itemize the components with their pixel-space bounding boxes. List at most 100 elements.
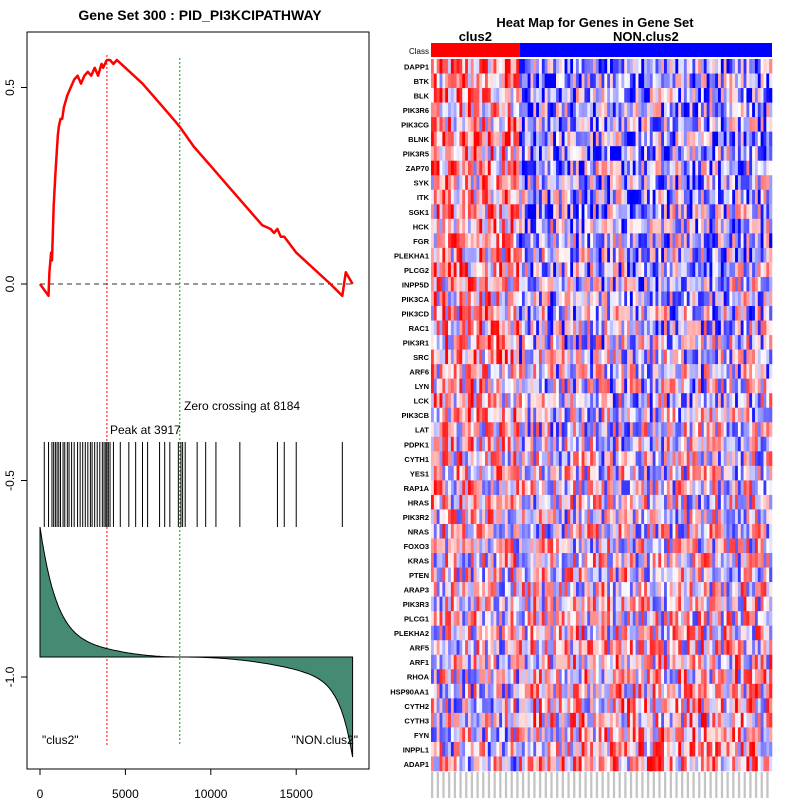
heatmap-cell	[490, 625, 494, 641]
heatmap-cell	[521, 233, 526, 249]
heatmap-cell	[644, 204, 648, 220]
heatmap-cell	[760, 233, 764, 249]
heatmap-cell	[556, 436, 560, 452]
heatmap-cell	[700, 364, 705, 379]
heatmap-cell	[635, 102, 639, 118]
heatmap-cell	[607, 306, 611, 321]
heatmap-cell	[564, 204, 568, 220]
heatmap-cell	[581, 218, 585, 234]
heatmap-cell	[726, 480, 730, 496]
heatmap-cell	[524, 611, 528, 626]
heatmap-cell	[766, 436, 770, 452]
heatmap-cell	[564, 596, 568, 612]
heatmap-cell	[769, 509, 773, 525]
heatmap-cell	[536, 73, 540, 89]
heatmap-cell	[769, 291, 773, 307]
heatmap-cell	[678, 88, 682, 103]
heatmap-cell	[763, 218, 767, 234]
heatmap-cell	[615, 436, 619, 452]
heatmap-cell	[550, 262, 554, 278]
heatmap-cell	[664, 436, 668, 452]
heatmap-cell	[735, 436, 739, 452]
heatmap-cell	[652, 378, 656, 394]
heatmap-cell	[754, 102, 759, 118]
heatmap-cell	[698, 611, 702, 626]
heatmap-cell	[584, 364, 588, 379]
heatmap-cell	[737, 175, 742, 191]
heatmap-cell	[439, 335, 443, 350]
heatmap-cell	[439, 436, 443, 452]
heatmap-cell	[766, 451, 770, 467]
heatmap-cell	[666, 247, 670, 263]
heatmap-cell	[666, 582, 670, 597]
heatmap-cell	[573, 393, 577, 409]
heatmap-row	[431, 131, 773, 147]
heatmap-cell	[632, 291, 636, 307]
heatmap-cell	[624, 494, 628, 510]
heatmap-cell	[669, 276, 673, 292]
heatmap-cell	[467, 160, 472, 176]
heatmap-cell	[604, 247, 608, 263]
heatmap-cell	[715, 291, 719, 307]
heatmap-cell	[544, 553, 548, 568]
heatmap-cell	[595, 175, 599, 191]
heatmap-cell	[510, 160, 514, 176]
heatmap-cell	[723, 582, 727, 597]
heatmap-cell	[567, 218, 571, 234]
heatmap-cell	[493, 276, 497, 292]
gene-label: YES1	[410, 469, 429, 478]
heatmap-cell	[715, 596, 719, 612]
heatmap-cell	[530, 596, 534, 612]
heatmap-cell	[536, 146, 540, 162]
heatmap-cell	[635, 582, 639, 597]
heatmap-cell	[607, 407, 611, 423]
heatmap-cell	[601, 233, 605, 249]
heatmap-cell	[664, 247, 668, 263]
heatmap-cell	[675, 625, 679, 641]
heatmap-cell	[683, 117, 688, 132]
heatmap-cell	[450, 407, 455, 423]
heatmap-cell	[632, 233, 636, 249]
y-tick-label: -1.0	[3, 666, 17, 687]
heatmap-cell	[635, 553, 639, 568]
heatmap-cell	[669, 625, 673, 641]
heatmap-cell	[499, 146, 503, 162]
heatmap-cell	[763, 407, 767, 423]
heatmap-cell	[570, 436, 574, 452]
heatmap-cell	[499, 204, 503, 220]
heatmap-cell	[757, 102, 761, 118]
heatmap-cell	[442, 160, 446, 176]
heatmap-cell	[538, 349, 543, 365]
heatmap-cell	[621, 611, 625, 626]
heatmap-cell	[519, 422, 523, 438]
heatmap-cell	[709, 146, 713, 162]
heatmap-cell	[479, 291, 483, 307]
heatmap-cell	[627, 494, 631, 510]
heatmap-cell	[507, 596, 511, 612]
heatmap-cell	[732, 480, 736, 496]
heatmap-cell	[720, 146, 724, 162]
heatmap-cell	[496, 582, 500, 597]
heatmap-cell	[646, 306, 651, 321]
heatmap-cell	[644, 59, 648, 74]
heatmap-cell	[442, 117, 446, 132]
heatmap-cell	[533, 625, 537, 641]
heatmap-cell	[587, 146, 591, 162]
heatmap-cell	[743, 175, 747, 191]
heatmap-cell	[729, 523, 733, 539]
heatmap-cell	[769, 175, 773, 191]
heatmap-cell	[564, 218, 568, 234]
heatmap-cell	[544, 523, 548, 539]
heatmap-cell	[465, 523, 469, 539]
heatmap-cell	[675, 465, 679, 481]
heatmap-cell	[723, 160, 727, 176]
heatmap-cell	[610, 233, 614, 249]
heatmap-cell	[766, 393, 770, 409]
heatmap-cell	[502, 494, 506, 510]
heatmap-cell	[570, 88, 574, 103]
heatmap-cell	[510, 247, 514, 263]
heatmap-cell	[709, 160, 713, 176]
heatmap-cell	[737, 611, 742, 626]
heatmap-cell	[604, 59, 608, 74]
heatmap-cell	[601, 596, 605, 612]
